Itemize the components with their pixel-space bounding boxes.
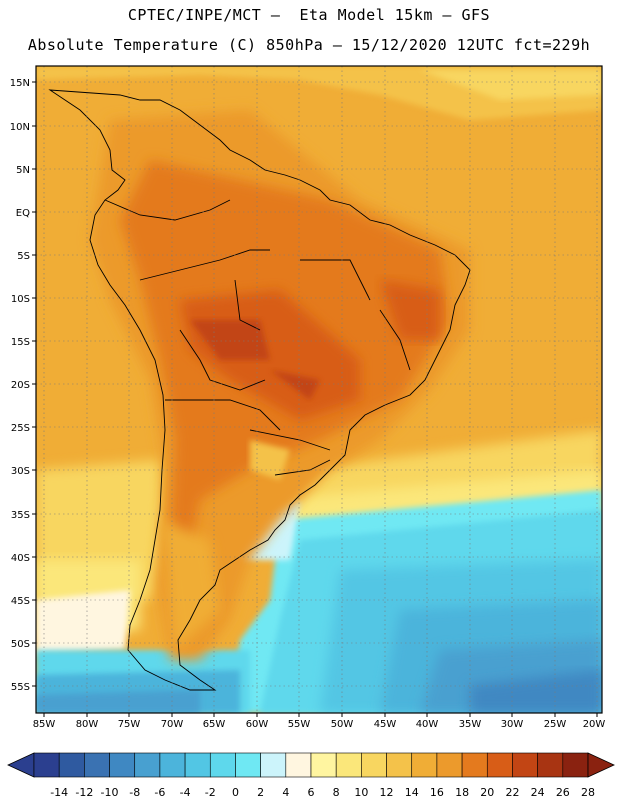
map-title-line1: CPTEC/INPE/MCT – Eta Model 15km – GFS (127, 6, 491, 24)
lat-label: EQ (16, 208, 30, 219)
colorbar-label: 18 (455, 786, 469, 799)
colorbar-swatch (562, 752, 589, 778)
lat-label: 5S (17, 251, 30, 262)
lat-label: 55S (11, 682, 30, 693)
map-frame (35, 65, 603, 714)
colorbar-swatch (109, 752, 136, 778)
lon-label: 45W (374, 719, 397, 730)
colorbar-label: 14 (405, 786, 419, 799)
colorbar-label: 4 (282, 786, 289, 799)
colorbar-swatch (436, 752, 463, 778)
colorbar-swatch (285, 752, 312, 778)
temperature-field (36, 66, 602, 713)
lon-label: 50W (331, 719, 354, 730)
lat-label: 50S (11, 639, 30, 650)
colorbar-swatch (335, 752, 362, 778)
lat-label: 10S (11, 294, 30, 305)
colorbar-label: 0 (232, 786, 239, 799)
lat-label: 20S (11, 380, 30, 391)
lon-label: 80W (76, 719, 99, 730)
colorbar-label: 6 (308, 786, 315, 799)
colorbar-label: -8 (129, 786, 140, 799)
colorbar-label: -14 (50, 786, 68, 799)
colorbar-swatch (486, 752, 513, 778)
lon-label: 40W (416, 719, 439, 730)
lon-label: 70W (161, 719, 184, 730)
lat-label: 10N (10, 122, 30, 133)
colorbar-label: 12 (380, 786, 394, 799)
lon-label: 35W (459, 719, 482, 730)
colorbar-label: 16 (430, 786, 444, 799)
colorbar-label: 28 (581, 786, 595, 799)
lon-label: 20W (583, 719, 606, 730)
axis-ticks (32, 81, 598, 717)
lat-label: 45S (11, 596, 30, 607)
colorbar-label: 26 (556, 786, 570, 799)
coastline-lines (48, 89, 471, 691)
lon-label: 25W (544, 719, 567, 730)
lon-label: 85W (33, 719, 56, 730)
colorbar-swatch (134, 752, 161, 778)
colorbar (7, 752, 615, 778)
longitude-labels: 85W 80W 75W 70W 65W 60W 55W 50W 45W 40W … (33, 719, 606, 730)
colorbar-swatch (512, 752, 538, 778)
colorbar-max-arrow (587, 752, 615, 778)
colorbar-swatch (159, 752, 186, 778)
colorbar-swatch (310, 752, 337, 778)
colorbar-label: 20 (480, 786, 494, 799)
colorbar-swatch (209, 752, 236, 778)
colorbar-label: 2 (257, 786, 264, 799)
map-title-line2: Absolute Temperature (C) 850hPa – 15/12/… (27, 36, 591, 54)
colorbar-swatch (386, 752, 413, 778)
lat-label: 15S (11, 337, 30, 348)
lat-label: 35S (11, 510, 30, 521)
lat-label: 15N (10, 78, 30, 89)
colorbar-swatch (184, 752, 211, 778)
lon-label: 75W (118, 719, 141, 730)
lon-label: 30W (501, 719, 524, 730)
colorbar-swatch (260, 752, 287, 778)
colorbar-label: 22 (505, 786, 519, 799)
colorbar-swatch (461, 752, 488, 778)
colorbar-swatch (235, 752, 261, 778)
colorbar-labels: -14 -12 -10 -8 -6 -4 -2 0 2 4 6 8 10 12 14 16 18 20 22 24 26… (50, 786, 595, 799)
colorbar-label: 10 (354, 786, 368, 799)
colorbar-swatch (58, 752, 85, 778)
colorbar-label: 8 (333, 786, 340, 799)
colorbar-label: -12 (75, 786, 93, 799)
lon-label: 65W (203, 719, 226, 730)
colorbar-label: -10 (101, 786, 119, 799)
colorbar-swatch (411, 752, 438, 778)
lat-label: 25S (11, 423, 30, 434)
colorbar-label: -2 (205, 786, 216, 799)
colorbar-label: -4 (180, 786, 191, 799)
lat-label: 5N (16, 165, 30, 176)
lat-label: 40S (11, 553, 30, 564)
lon-label: 55W (288, 719, 311, 730)
colorbar-label: 24 (531, 786, 545, 799)
colorbar-swatch (361, 752, 387, 778)
colorbar-swatch (537, 752, 564, 778)
lon-label: 60W (246, 719, 269, 730)
colorbar-swatch (33, 752, 60, 778)
colorbar-min-arrow (7, 752, 35, 778)
colorbar-swatch (84, 752, 110, 778)
lat-label: 30S (11, 466, 30, 477)
latitude-labels: 15N 10N 5N EQ 5S 10S 15S 20S 25S 30S 35S… (10, 78, 30, 693)
colorbar-label: -6 (154, 786, 165, 799)
